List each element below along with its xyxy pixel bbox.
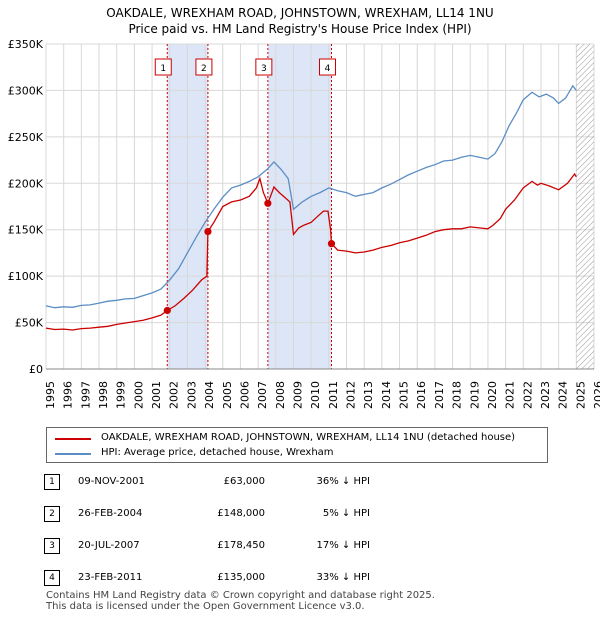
x-tick-label: 2020 bbox=[486, 381, 499, 409]
transaction-price: £135,000 bbox=[217, 572, 265, 583]
transaction-row: 4 23-FEB-2011 £135,000 33% ↓ HPI bbox=[0, 570, 600, 588]
y-tick-label: £150K bbox=[8, 224, 44, 237]
x-tick-label: 1995 bbox=[44, 381, 57, 409]
sale-point bbox=[204, 227, 212, 236]
y-tick-label: £200K bbox=[8, 177, 44, 190]
transaction-date: 09-NOV-2001 bbox=[78, 476, 145, 487]
transaction-row: 3 20-JUL-2007 £178,450 17% ↓ HPI bbox=[0, 538, 600, 556]
x-tick-label: 2008 bbox=[274, 381, 287, 409]
transaction-number: 2 bbox=[44, 506, 60, 522]
sale-point bbox=[264, 199, 272, 207]
y-tick-label: £100K bbox=[8, 270, 44, 283]
transaction-row: 2 26-FEB-2004 £148,000 5% ↓ HPI bbox=[0, 506, 600, 524]
footer: Contains HM Land Registry data © Crown c… bbox=[46, 590, 435, 612]
legend-swatch-hpi bbox=[55, 453, 91, 455]
y-tick-label: £0 bbox=[29, 363, 43, 376]
transaction-date: 20-JUL-2007 bbox=[78, 540, 140, 551]
transaction-date: 26-FEB-2004 bbox=[78, 508, 143, 519]
legend-swatch-property bbox=[55, 438, 91, 440]
sale-badge: 1 bbox=[154, 58, 172, 76]
transaction-hpi: 33% ↓ HPI bbox=[316, 572, 370, 583]
x-tick-label: 2007 bbox=[256, 381, 269, 409]
y-tick-label: £300K bbox=[8, 84, 44, 97]
price-chart: 1 2 3 4 £0 £50K £100K £150K £200K £250K £300K £350… bbox=[8, 38, 600, 409]
y-tick-label: £250K bbox=[8, 131, 44, 144]
x-tick-label: 2002 bbox=[168, 381, 181, 409]
x-tick-label: 2022 bbox=[521, 381, 534, 409]
transaction-date: 23-FEB-2011 bbox=[78, 572, 143, 583]
x-tick-label: 2019 bbox=[468, 381, 481, 409]
x-tick-label: 2013 bbox=[362, 381, 375, 409]
x-tick-label: 2025 bbox=[574, 381, 587, 409]
transaction-number: 3 bbox=[44, 538, 60, 554]
x-tick-label: 2021 bbox=[504, 381, 517, 409]
x-tick-label: 2018 bbox=[451, 381, 464, 409]
transaction-hpi: 36% ↓ HPI bbox=[316, 476, 370, 487]
chart-title: OAKDALE, WREXHAM ROAD, JOHNSTOWN, WREXHA… bbox=[106, 6, 494, 20]
x-tick-label: 2006 bbox=[238, 381, 251, 409]
sale-badge: 4 bbox=[318, 58, 336, 76]
transaction-row: 1 09-NOV-2001 £63,000 36% ↓ HPI bbox=[0, 474, 600, 492]
sale-badge-box bbox=[318, 58, 336, 76]
chart-subtitle: Price paid vs. HM Land Registry's House … bbox=[128, 22, 472, 36]
transaction-number: 1 bbox=[44, 474, 60, 490]
sale-badge-label: 3 bbox=[261, 64, 267, 74]
sale-badge-box bbox=[154, 58, 172, 76]
transaction-price: £178,450 bbox=[217, 540, 265, 551]
transaction-number: 4 bbox=[44, 570, 60, 586]
sale-badge: 3 bbox=[255, 58, 273, 76]
transaction-hpi: 5% ↓ HPI bbox=[322, 508, 370, 519]
x-tick-label: 2017 bbox=[433, 381, 446, 409]
x-tick-label: 2015 bbox=[398, 381, 411, 409]
series-line-hpi bbox=[45, 84, 577, 309]
x-tick-label: 2004 bbox=[203, 381, 216, 409]
sale-badge-label: 2 bbox=[201, 64, 207, 74]
legend-label-hpi: HPI: Average price, detached house, Wrex… bbox=[101, 447, 334, 458]
sale-badge-label: 4 bbox=[325, 64, 331, 74]
x-tick-label: 2014 bbox=[380, 381, 393, 409]
transaction-price: £148,000 bbox=[217, 508, 265, 519]
footer-copyright: Contains HM Land Registry data © Crown c… bbox=[46, 590, 435, 601]
series-line-property bbox=[45, 172, 577, 331]
sale-badge-label: 1 bbox=[160, 64, 166, 74]
x-tick-label: 2009 bbox=[291, 381, 304, 409]
legend-label-property: OAKDALE, WREXHAM ROAD, JOHNSTOWN, WREXHA… bbox=[101, 432, 516, 443]
transaction-price: £63,000 bbox=[223, 476, 265, 487]
future-hatch-region bbox=[576, 44, 594, 369]
x-tick-label: 1997 bbox=[79, 381, 92, 409]
x-tick-label: 1999 bbox=[115, 381, 128, 409]
x-tick-label: 1998 bbox=[97, 381, 110, 409]
x-tick-label: 2026 bbox=[592, 381, 600, 409]
sale-badge-box bbox=[195, 58, 213, 76]
x-tick-label: 2012 bbox=[345, 381, 358, 409]
x-tick-label: 2000 bbox=[132, 381, 145, 409]
y-tick-label: £350K bbox=[8, 38, 44, 51]
x-tick-label: 2023 bbox=[539, 381, 552, 409]
shaded-period bbox=[267, 44, 332, 369]
x-tick-label: 2024 bbox=[557, 381, 570, 409]
x-tick-label: 2001 bbox=[150, 381, 163, 409]
legend: OAKDALE, WREXHAM ROAD, JOHNSTOWN, WREXHA… bbox=[46, 427, 548, 463]
sale-point bbox=[163, 306, 171, 315]
x-tick-label: 2016 bbox=[415, 381, 428, 409]
x-tick-label: 1996 bbox=[62, 381, 75, 409]
sale-badge-box bbox=[255, 58, 273, 76]
y-tick-label: £50K bbox=[15, 317, 44, 330]
x-tick-label: 2010 bbox=[309, 381, 322, 409]
x-tick-label: 2005 bbox=[221, 381, 234, 409]
x-tick-label: 2011 bbox=[327, 381, 340, 409]
transaction-hpi: 17% ↓ HPI bbox=[316, 540, 370, 551]
sale-point bbox=[327, 240, 336, 248]
sale-badge: 2 bbox=[195, 58, 213, 76]
x-tick-label: 2003 bbox=[185, 381, 198, 409]
footer-licence: This data is licensed under the Open Gov… bbox=[46, 601, 365, 612]
